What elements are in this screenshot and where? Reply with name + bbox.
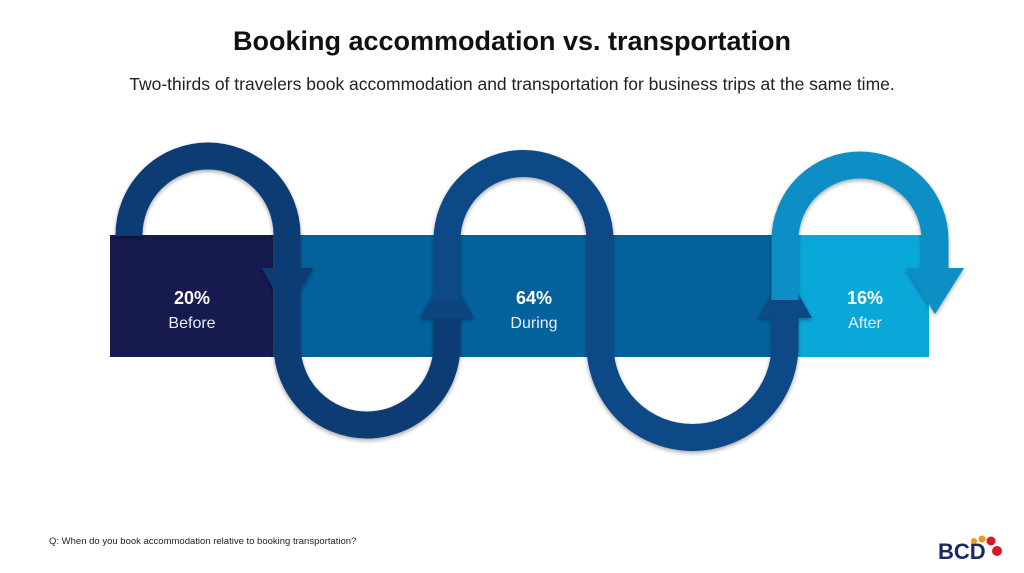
arrow-down-1 [262,268,313,314]
loop-during [433,150,799,451]
arrow-down-2 [906,268,964,314]
svg-text:BCD: BCD [938,539,986,564]
before-percent: 20% [173,288,211,308]
band-before [110,235,273,357]
before-label: Before [168,315,216,332]
survey-question: Q: When do you book accommodation relati… [49,536,357,547]
during-percent: 64% [515,288,553,308]
loop-before-to-during [115,142,461,439]
loop-during-to-after [771,151,949,300]
during-label: During [510,315,558,332]
band-during [273,235,772,357]
after-percent: 16% [846,288,884,308]
bcd-logo: BCD [938,535,1002,564]
page-title: Booking accommodation vs. transportation [232,26,792,56]
after-label: After [848,315,882,332]
subtitle: Two-thirds of travelers book accommodati… [129,74,895,94]
